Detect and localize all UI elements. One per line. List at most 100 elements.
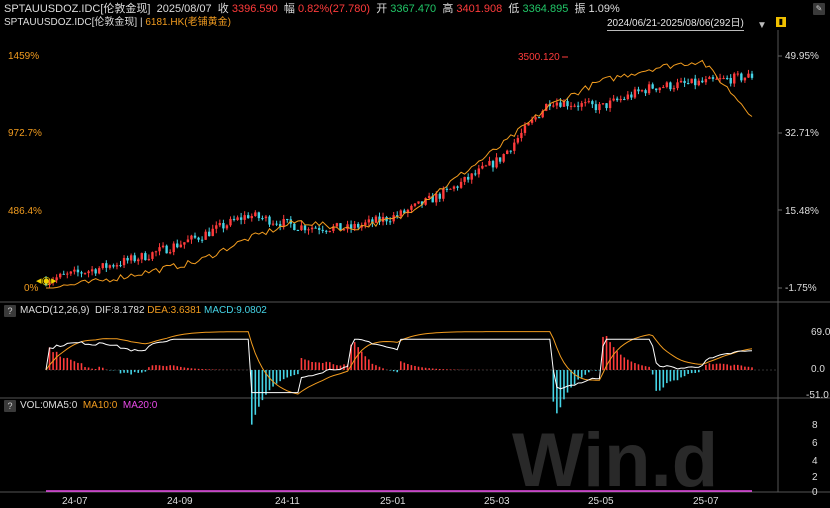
candle-body <box>126 257 129 261</box>
close-label: 收 <box>217 3 229 15</box>
settings-icon[interactable]: ✎ <box>813 3 825 15</box>
candle-body <box>278 224 282 227</box>
candle-body <box>332 226 335 231</box>
candle-body <box>229 218 232 226</box>
candle-body <box>750 73 754 78</box>
vol-ma20-value: MA20:0 <box>122 400 158 411</box>
macd-histogram <box>45 335 753 425</box>
candle-body <box>523 125 527 133</box>
candle-body <box>69 271 73 274</box>
candle-body <box>715 78 718 80</box>
candle-body <box>388 221 392 223</box>
candle-body <box>161 245 165 248</box>
candle-body <box>683 80 686 83</box>
candle-body <box>413 203 417 206</box>
left-axis-tick: 1459% <box>8 51 39 62</box>
candle-body <box>165 245 168 254</box>
volume-axis-tick: 0 <box>812 487 818 498</box>
macd-axis-tick: 0.0 <box>811 364 825 375</box>
candle-body <box>310 227 314 230</box>
candle-body <box>431 195 434 203</box>
candle-body <box>530 119 534 123</box>
candle-body <box>704 79 708 83</box>
macd-axis-tick: 69.0 <box>811 327 830 338</box>
candle-body <box>140 253 143 260</box>
candle-body <box>197 237 200 240</box>
candle-body <box>509 150 512 152</box>
high-label: 高 <box>442 3 454 15</box>
candle-body <box>374 216 378 223</box>
candle-body <box>399 210 402 217</box>
legend-series-gold[interactable]: SPTAUUSDOZ.IDC[伦敦金现] <box>4 17 138 28</box>
candle-body <box>378 216 381 222</box>
candle-body <box>644 90 647 94</box>
vol-value[interactable]: VOL:0 <box>20 400 49 411</box>
candle-body <box>232 218 236 220</box>
lock-icon[interactable]: ▮ <box>776 17 786 27</box>
candle-body <box>591 101 594 105</box>
candle-body <box>200 239 204 241</box>
candle-body <box>513 142 516 151</box>
candle-body <box>349 224 353 229</box>
candle-body <box>94 269 97 274</box>
help-icon[interactable]: ? <box>4 305 16 317</box>
candle-body <box>452 186 456 189</box>
candle-body <box>449 188 452 190</box>
peak-label: 3500.120 <box>518 52 560 63</box>
right-axis-tick: -1.75% <box>785 283 817 294</box>
candle-body <box>612 98 615 101</box>
candle-body <box>679 80 683 83</box>
candle-body <box>55 277 58 281</box>
candle-body <box>541 110 544 118</box>
candle-body <box>406 209 410 214</box>
amplitude-label: 振 <box>574 3 586 15</box>
series-legend: SPTAUUSDOZ.IDC[伦敦金现] | 6181.HK(老铺黄金) <box>4 16 231 30</box>
candle-body <box>271 223 275 225</box>
candle-body <box>119 265 122 267</box>
candle-body <box>598 104 601 111</box>
candle-body <box>637 89 640 92</box>
candle-body <box>115 265 119 267</box>
candle-body <box>516 138 520 143</box>
vol-ma5-value: MA5:0 <box>48 400 78 411</box>
candle-body <box>459 181 463 188</box>
candle-body <box>672 88 676 90</box>
candle-body <box>736 73 740 75</box>
macd-title[interactable]: MACD(12,26,9) <box>20 305 90 316</box>
candle-body <box>286 218 289 220</box>
candle-body <box>222 222 225 229</box>
candle-body <box>495 157 498 168</box>
candle-body <box>594 104 598 111</box>
date-range-selector[interactable]: 2024/06/21-2025/08/06(292日) <box>607 18 744 31</box>
candle-body <box>743 77 747 81</box>
candle-body <box>662 87 665 89</box>
candle-body <box>73 269 76 272</box>
right-axis-ticks <box>778 55 782 289</box>
series-line-laopu <box>46 59 753 289</box>
candle-body <box>154 251 158 253</box>
help-icon[interactable]: ? <box>4 400 16 412</box>
candle-body <box>559 102 562 107</box>
candle-body <box>367 219 371 223</box>
legend-series-laopu[interactable]: 6181.HK(老铺黄金) <box>145 17 231 28</box>
start-marker-icon: ◂◉▸ <box>36 275 57 287</box>
candle-body <box>328 230 332 232</box>
left-axis-tick: 0% <box>24 283 39 294</box>
candle-body <box>300 225 303 231</box>
candle-body <box>623 98 626 100</box>
candle-body <box>445 188 449 190</box>
change-value: 0.82%(27.780) <box>297 3 371 15</box>
candle-body <box>527 122 530 126</box>
candle-body <box>484 165 488 167</box>
candle-body <box>353 223 356 229</box>
candle-body <box>360 225 363 228</box>
candle-body <box>186 239 190 243</box>
candle-body <box>566 101 569 107</box>
candle-body <box>137 259 140 262</box>
dropdown-arrow-icon[interactable]: ▼ <box>757 20 767 31</box>
candle-body <box>83 273 87 275</box>
candle-body <box>545 103 548 111</box>
candle-body <box>605 103 608 109</box>
candle-body <box>275 223 278 225</box>
candle-body <box>236 217 239 220</box>
